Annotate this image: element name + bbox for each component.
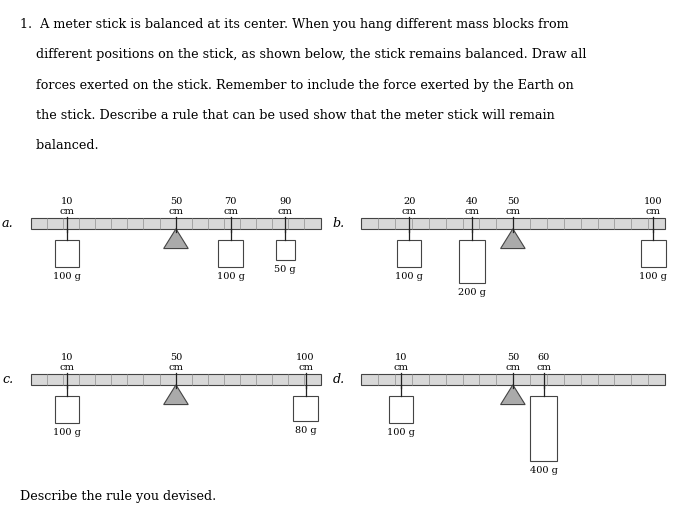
Bar (641, 240, 666, 267)
Text: 100 g: 100 g (217, 272, 244, 281)
Text: 20
cm: 20 cm (402, 197, 417, 216)
Text: 50
cm: 50 cm (505, 353, 520, 372)
Text: 10
cm: 10 cm (59, 353, 74, 372)
Text: 100
cm: 100 cm (644, 197, 663, 216)
Bar (55, 396, 79, 423)
Text: 80 g: 80 g (295, 426, 316, 435)
Polygon shape (164, 385, 188, 405)
Text: 1.  A meter stick is balanced at its center. When you hang different mass blocks: 1. A meter stick is balanced at its cent… (20, 18, 569, 31)
Text: 200 g: 200 g (458, 288, 486, 297)
Text: 90
cm: 90 cm (278, 197, 293, 216)
Bar (530, 396, 557, 461)
Bar (361, 218, 665, 229)
Text: 50
cm: 50 cm (168, 353, 183, 372)
Bar (31, 218, 321, 229)
Polygon shape (164, 229, 188, 249)
Bar (397, 240, 421, 267)
Bar (218, 240, 243, 267)
Text: 400 g: 400 g (530, 466, 557, 475)
Text: 100 g: 100 g (53, 428, 80, 437)
Text: 10
cm: 10 cm (394, 353, 409, 372)
Text: d.: d. (332, 373, 344, 386)
Text: 50
cm: 50 cm (168, 197, 183, 216)
Text: Describe the rule you devised.: Describe the rule you devised. (20, 490, 217, 503)
Polygon shape (501, 229, 525, 249)
Bar (293, 396, 318, 421)
Text: 10
cm: 10 cm (59, 197, 74, 216)
Text: 100 g: 100 g (640, 272, 667, 281)
Polygon shape (501, 385, 525, 405)
Bar (389, 396, 413, 423)
Bar (459, 240, 485, 283)
Text: a.: a. (2, 217, 14, 230)
Text: 100 g: 100 g (387, 428, 415, 437)
Text: 40
cm: 40 cm (464, 197, 479, 216)
Text: b.: b. (332, 217, 344, 230)
Text: forces exerted on the stick. Remember to include the force exerted by the Earth : forces exerted on the stick. Remember to… (20, 79, 574, 92)
Text: 100 g: 100 g (396, 272, 423, 281)
Text: 100 g: 100 g (53, 272, 80, 281)
Text: 50
cm: 50 cm (505, 197, 520, 216)
Bar (55, 240, 79, 267)
Text: c.: c. (3, 373, 14, 386)
Text: 60
cm: 60 cm (536, 353, 551, 372)
Text: 70
cm: 70 cm (223, 197, 238, 216)
Text: balanced.: balanced. (20, 139, 99, 152)
Text: 50 g: 50 g (274, 265, 296, 274)
Text: the stick. Describe a rule that can be used show that the meter stick will remai: the stick. Describe a rule that can be u… (20, 109, 555, 122)
Bar (31, 374, 321, 385)
Bar (361, 374, 665, 385)
Text: different positions on the stick, as shown below, the stick remains balanced. Dr: different positions on the stick, as sho… (20, 48, 587, 61)
Bar (276, 240, 295, 260)
Text: 100
cm: 100 cm (296, 353, 315, 372)
